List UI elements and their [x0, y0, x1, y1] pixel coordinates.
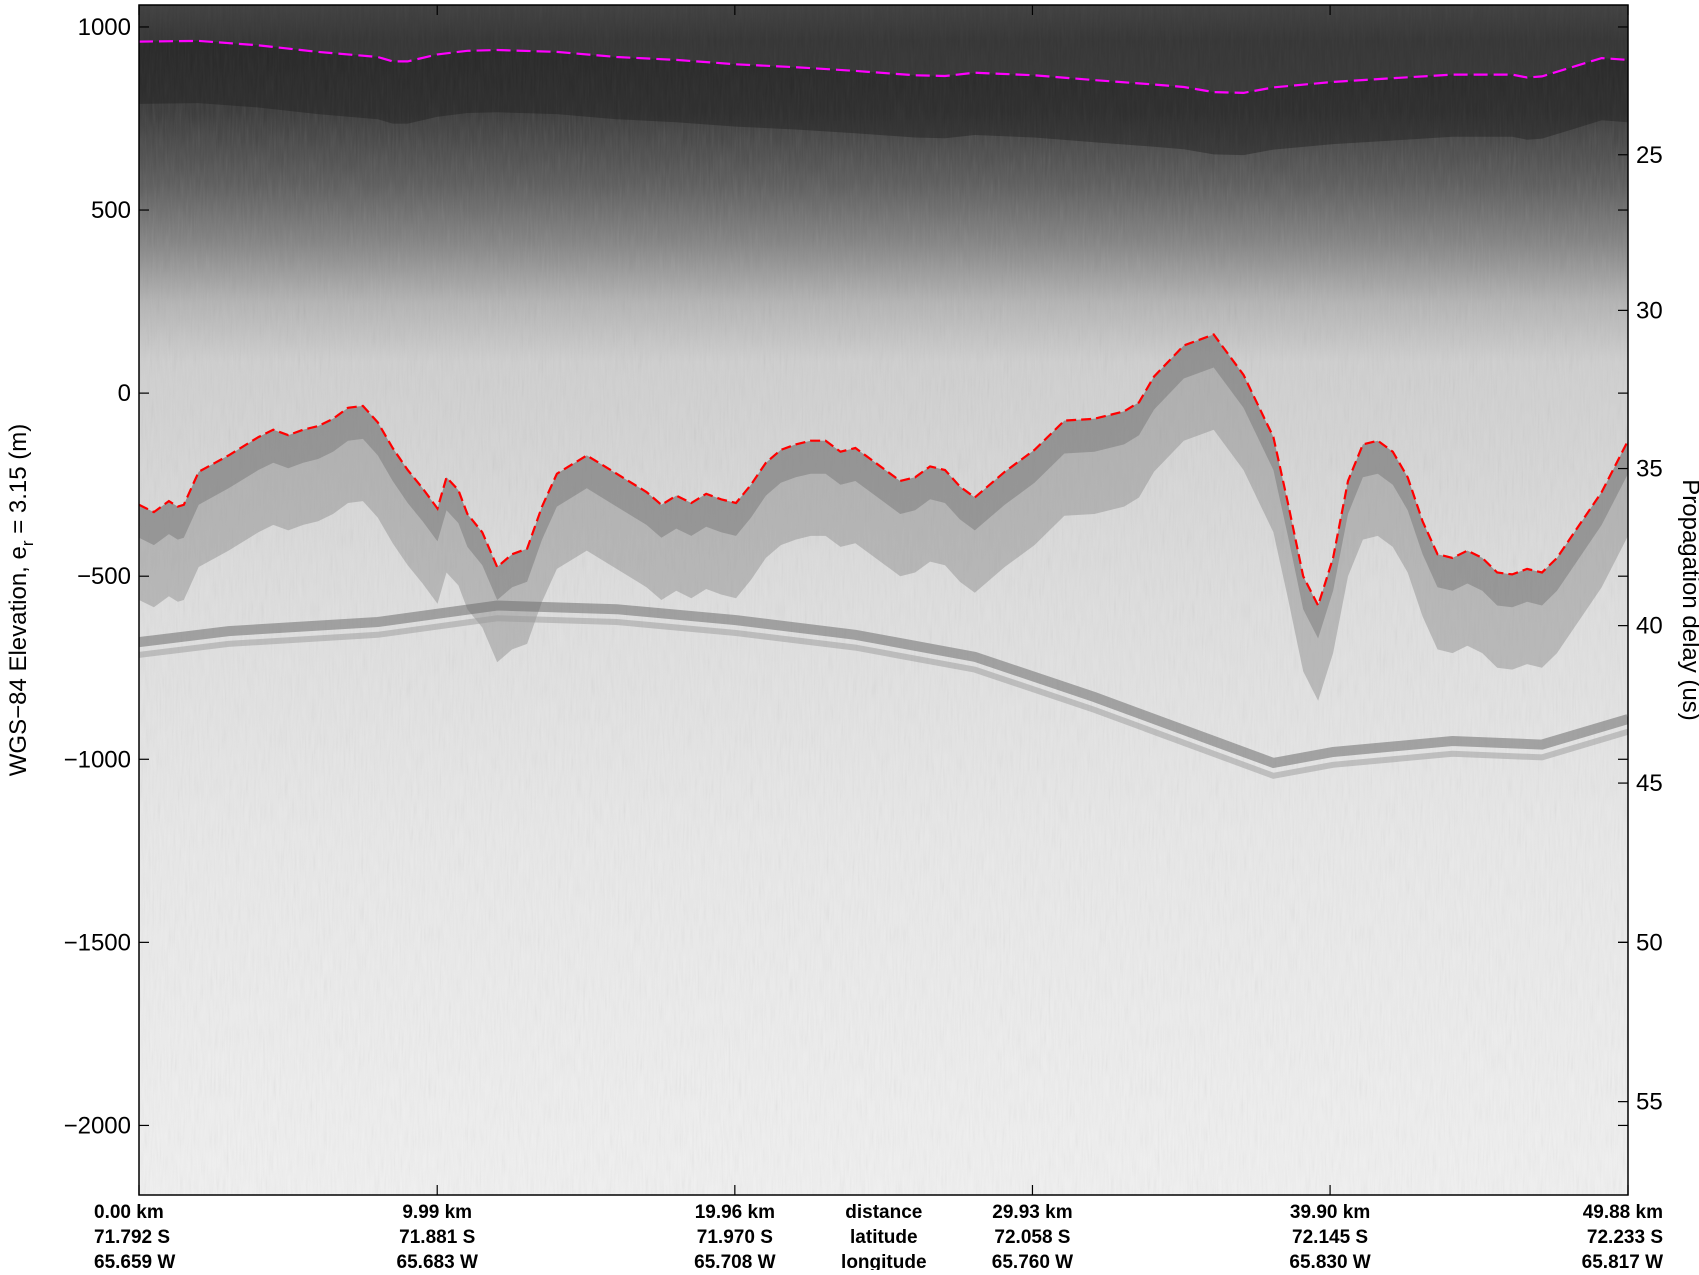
plot-frame: [138, 4, 1629, 1196]
left-tick-label: −2000: [64, 1112, 131, 1139]
multiple-reflection-echo: [139, 615, 1628, 779]
right-tick-label: 45: [1636, 770, 1663, 797]
bottom-longitude-label: 65.683 W: [397, 1252, 478, 1270]
left-axis-title: WGS−84 Elevation, er = 3.15 (m): [5, 424, 37, 777]
right-axis-title: Propagation delay (us): [1677, 479, 1699, 720]
right-tick-label: 40: [1636, 613, 1663, 640]
ice-surface-echo: [139, 40, 1628, 156]
bottom-distance-label: 19.96 km: [695, 1202, 775, 1223]
left-tick-label: 1000: [78, 14, 131, 41]
bottom-latitude-label: 71.792 S: [94, 1227, 170, 1248]
bottom-longitude-label: 65.760 W: [992, 1252, 1073, 1270]
bottom-longitude-label: 65.659 W: [94, 1252, 175, 1270]
bottom-latitude-label: 71.881 S: [399, 1227, 475, 1248]
left-tick-label: −1500: [64, 929, 131, 956]
multiple-reflection: [139, 600, 1628, 769]
left-tick-label: 0: [118, 380, 131, 407]
right-tick-label: 50: [1636, 929, 1663, 956]
row-title-distance: distance: [845, 1202, 922, 1223]
surface-clutter-band: [139, 5, 1628, 93]
surface-pick-line: [139, 39, 1628, 95]
radar-speckle-texture: [139, 5, 1628, 1195]
right-tick-label: 55: [1636, 1089, 1663, 1116]
bottom-latitude-label: 72.145 S: [1292, 1227, 1368, 1248]
bottom-longitude-label: 65.708 W: [694, 1252, 775, 1270]
left-tick-label: −1000: [64, 746, 131, 773]
right-tick-label: 30: [1636, 297, 1663, 324]
right-tick-label: 25: [1636, 142, 1663, 169]
bottom-longitude-label: 65.817 W: [1582, 1252, 1663, 1270]
bed-pick-line: [139, 333, 1628, 609]
bottom-distance-label: 29.93 km: [992, 1202, 1072, 1223]
bottom-latitude-label: 71.970 S: [697, 1227, 773, 1248]
row-title-latitude: latitude: [850, 1227, 918, 1248]
row-title-longitude: longitude: [841, 1252, 926, 1270]
left-tick-label: −500: [77, 563, 131, 590]
bed-echo-core: [139, 334, 1628, 639]
bottom-latitude-label: 72.058 S: [994, 1227, 1070, 1248]
bottom-distance-label: 9.99 km: [402, 1202, 472, 1223]
bottom-distance-label: 39.90 km: [1290, 1202, 1370, 1223]
bottom-distance-label: 0.00 km: [94, 1202, 164, 1223]
bottom-distance-label: 49.88 km: [1583, 1202, 1663, 1223]
left-tick-label: 500: [91, 197, 131, 224]
right-tick-label: 35: [1636, 456, 1663, 483]
bottom-longitude-label: 65.830 W: [1289, 1252, 1370, 1270]
bottom-latitude-label: 72.233 S: [1587, 1227, 1663, 1248]
